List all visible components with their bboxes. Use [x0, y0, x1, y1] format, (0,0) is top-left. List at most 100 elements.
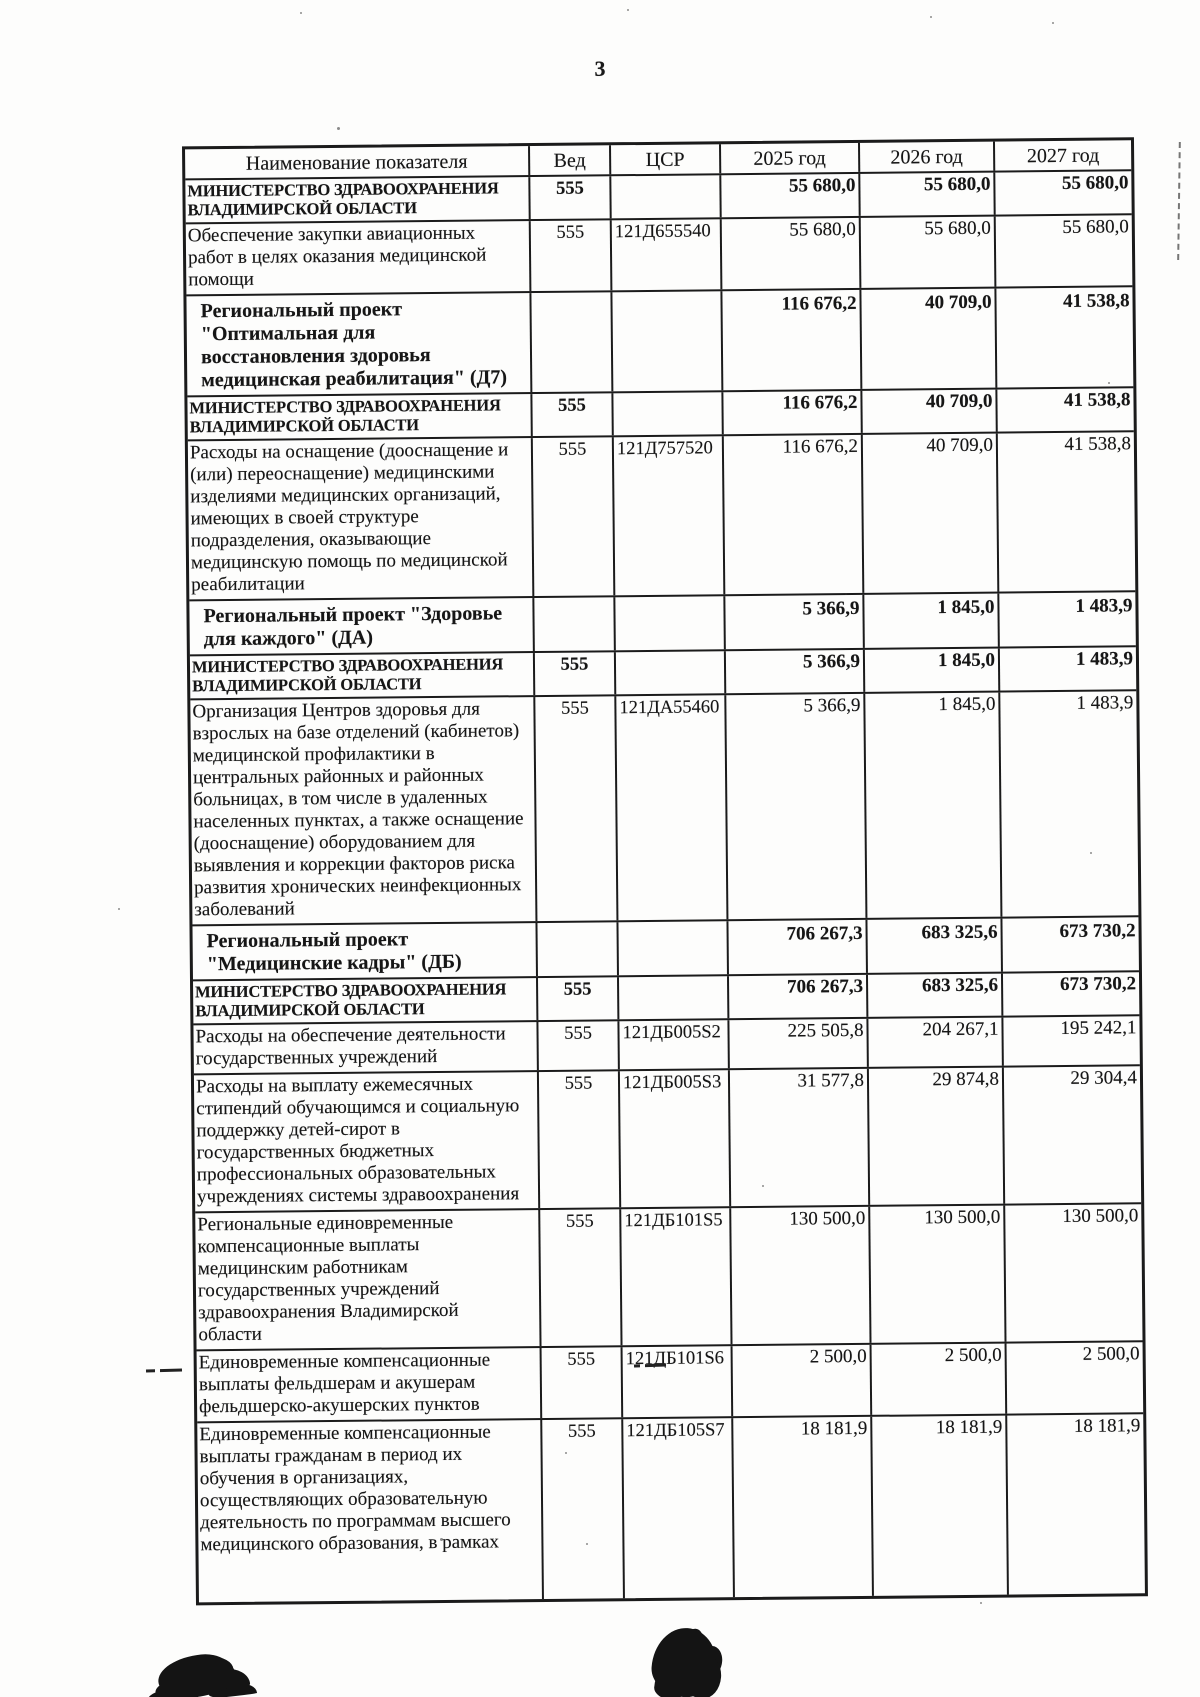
cell-ved-code [535, 922, 617, 977]
cell-csr-code [611, 392, 722, 436]
cell-indicator-name: Региональный проект "Медицинские кадры" … [206, 928, 462, 976]
cell-indicator-name: Региональный проект "Здоровье для каждог… [203, 602, 503, 651]
cell-amount-2026: 130 500,0 [868, 1205, 1005, 1343]
cell-indicator-name: МИНИСТЕРСТВО ЗДРАВООХРАНЕНИЯ ВЛАДИМИРСКО… [187, 178, 499, 220]
cell-csr-code: 121ДБ101S5 [619, 1208, 731, 1346]
scan-speck [845, 593, 847, 595]
cell-amount-2026: 40 709,0 [859, 288, 996, 389]
cell-csr-code: 121Д655540 [609, 219, 721, 291]
table-row: Расходы на обеспечение деятельности госу… [193, 1014, 1140, 1074]
cell-amount-2025: 225 505,8 [727, 1018, 867, 1069]
cell-amount-2027: 2 500,0 [1004, 1342, 1144, 1414]
cell-ved-code: 555 [535, 977, 618, 1021]
cell-ved-code: 555 [528, 176, 610, 220]
cell-amount-2026: 2 500,0 [869, 1343, 1006, 1415]
cell-csr-code: 121ДБ101S6 [620, 1346, 732, 1418]
cell-ved-code: 555 [532, 652, 615, 696]
scan-speck [930, 16, 932, 18]
cell-amount-2026: 683 325,6 [865, 973, 1002, 1017]
cell-indicator-name: МИНИСТЕРСТВО ЗДРАВООХРАНЕНИЯ ВЛАДИМИРСКО… [191, 654, 504, 696]
scan-speck [252, 1300, 254, 1302]
cell-amount-2025: 18 181,9 [731, 1416, 872, 1598]
column-header-ved: Вед [528, 145, 610, 176]
cell-amount-2027: 1 483,9 [997, 592, 1136, 647]
cell-amount-2026: 55 680,0 [858, 172, 994, 216]
table-row: МИНИСТЕРСТВО ЗДРАВООХРАНЕНИЯ ВЛАДИМИРСКО… [187, 386, 1134, 440]
scan-speck [118, 908, 120, 910]
table-row: Региональный проект "Здоровье для каждог… [189, 590, 1136, 655]
column-header-csr: ЦСР [609, 144, 720, 175]
cell-amount-2026: 204 267,1 [866, 1017, 1002, 1067]
table-row: МИНИСТЕРСТВО ЗДРАВООХРАНЕНИЯ ВЛАДИМИРСКО… [192, 970, 1140, 1024]
cell-amount-2025: 5 366,9 [723, 649, 864, 694]
scan-speck [627, 9, 629, 11]
cell-amount-2027: 41 538,8 [995, 388, 1134, 432]
cell-amount-2025: 55 680,0 [719, 217, 860, 290]
cell-amount-2025: 706 267,3 [726, 919, 866, 975]
cell-csr-code: 121ДА55460 [614, 695, 727, 921]
scan-speck [1108, 382, 1110, 384]
table-row: Расходы на оснащение (дооснащение и (или… [187, 430, 1136, 600]
cell-amount-2027: 41 538,8 [994, 287, 1134, 388]
cell-indicator-name: Региональный проект "Оптимальная для вос… [200, 298, 508, 392]
cell-csr-code: 121ДБ105S7 [621, 1418, 733, 1599]
scan-speck [980, 1602, 982, 1604]
cell-amount-2025: 55 680,0 [719, 173, 859, 218]
cell-indicator-name: Обеспечение закупки авиационных работ в … [187, 222, 487, 291]
cell-indicator-name: МИНИСТЕРСТВО ЗДРАВООХРАНЕНИЯ ВЛАДИМИРСКО… [195, 979, 507, 1021]
cell-indicator-name: Организация Центров здоровья для взрослы… [192, 698, 524, 921]
cell-csr-code [616, 921, 727, 976]
column-header-indicator-name: Наименование показателя [245, 150, 468, 175]
cell-csr-code: 121ДБ005S2 [617, 1020, 728, 1070]
cell-amount-2027: 55 680,0 [993, 171, 1132, 215]
column-header-2025: 2025 год [719, 142, 859, 174]
cell-ved-code: 555 [540, 1419, 623, 1600]
scan-speck [1052, 22, 1054, 24]
cell-indicator-name: Единовременные компенсационные выплаты ф… [198, 1349, 491, 1418]
table-row: Региональный проект "Медицинские кадры" … [192, 915, 1139, 980]
cell-ved-code: 555 [538, 1209, 621, 1347]
cell-amount-2025: 31 577,8 [727, 1068, 869, 1207]
cell-csr-code [613, 596, 724, 651]
cell-indicator-name: Расходы на обеспечение деятельности госу… [195, 1023, 506, 1070]
table-row: Региональные единовременные компенсацион… [195, 1202, 1143, 1350]
cell-amount-2026: 1 845,0 [863, 692, 1001, 918]
cell-amount-2026: 40 709,0 [860, 389, 996, 433]
cell-amount-2027: 1 483,9 [998, 691, 1139, 917]
scan-speck [1090, 852, 1092, 854]
table-row: Региональный проект "Оптимальная для вос… [186, 285, 1134, 396]
table-row: Расходы на выплату ежемесячных стипендий… [193, 1064, 1142, 1212]
cell-amount-2025: 130 500,0 [729, 1206, 870, 1345]
ink-smudge [649, 1625, 719, 1697]
cell-csr-code [609, 175, 720, 219]
cell-amount-2027: 41 538,8 [995, 432, 1136, 592]
cell-amount-2025: 116 676,2 [720, 289, 861, 391]
cell-amount-2027: 673 730,2 [1000, 917, 1139, 972]
scan-speck [565, 1452, 567, 1454]
cell-indicator-name: Расходы на выплату ежемесячных стипендий… [195, 1073, 520, 1208]
scan-speck [586, 1543, 588, 1545]
scan-speck [762, 1185, 764, 1187]
budget-table: Наименование показателя Вед ЦСР 2025 год… [181, 137, 1148, 1606]
scan-dashed-line-artifact [1177, 141, 1181, 261]
column-header-2026: 2026 год [857, 141, 994, 172]
cell-ved-code: 555 [530, 437, 614, 597]
cell-indicator-name: Расходы на оснащение (дооснащение и (или… [189, 439, 509, 596]
cell-csr-code: 121ДБ005S3 [617, 1070, 730, 1208]
table-row: МИНИСТЕРСТВО ЗДРАВООХРАНЕНИЯ ВЛАДИМИРСКО… [189, 645, 1137, 699]
cell-amount-2027: 673 730,2 [1000, 972, 1140, 1016]
table-row: Единовременные компенсационные выплаты ф… [196, 1340, 1144, 1422]
table-row: МИНИСТЕРСТВО ЗДРАВООХРАНЕНИЯ ВЛАДИМИРСКО… [185, 169, 1132, 223]
scan-speck [1130, 1218, 1132, 1220]
scan-speck [440, 1538, 443, 1541]
cell-ved-code [532, 597, 614, 652]
scan-speck [337, 127, 340, 130]
cell-amount-2027: 195 242,1 [1001, 1016, 1140, 1066]
cell-amount-2025: 116 676,2 [721, 390, 861, 435]
cell-ved-code: 555 [528, 220, 611, 292]
cell-amount-2026: 40 709,0 [860, 433, 998, 593]
cell-indicator-name: МИНИСТЕРСТВО ЗДРАВООХРАНЕНИЯ ВЛАДИМИРСКО… [189, 395, 501, 437]
cell-ved-code: 555 [536, 1021, 618, 1071]
cell-ved-code: 555 [536, 1071, 620, 1209]
